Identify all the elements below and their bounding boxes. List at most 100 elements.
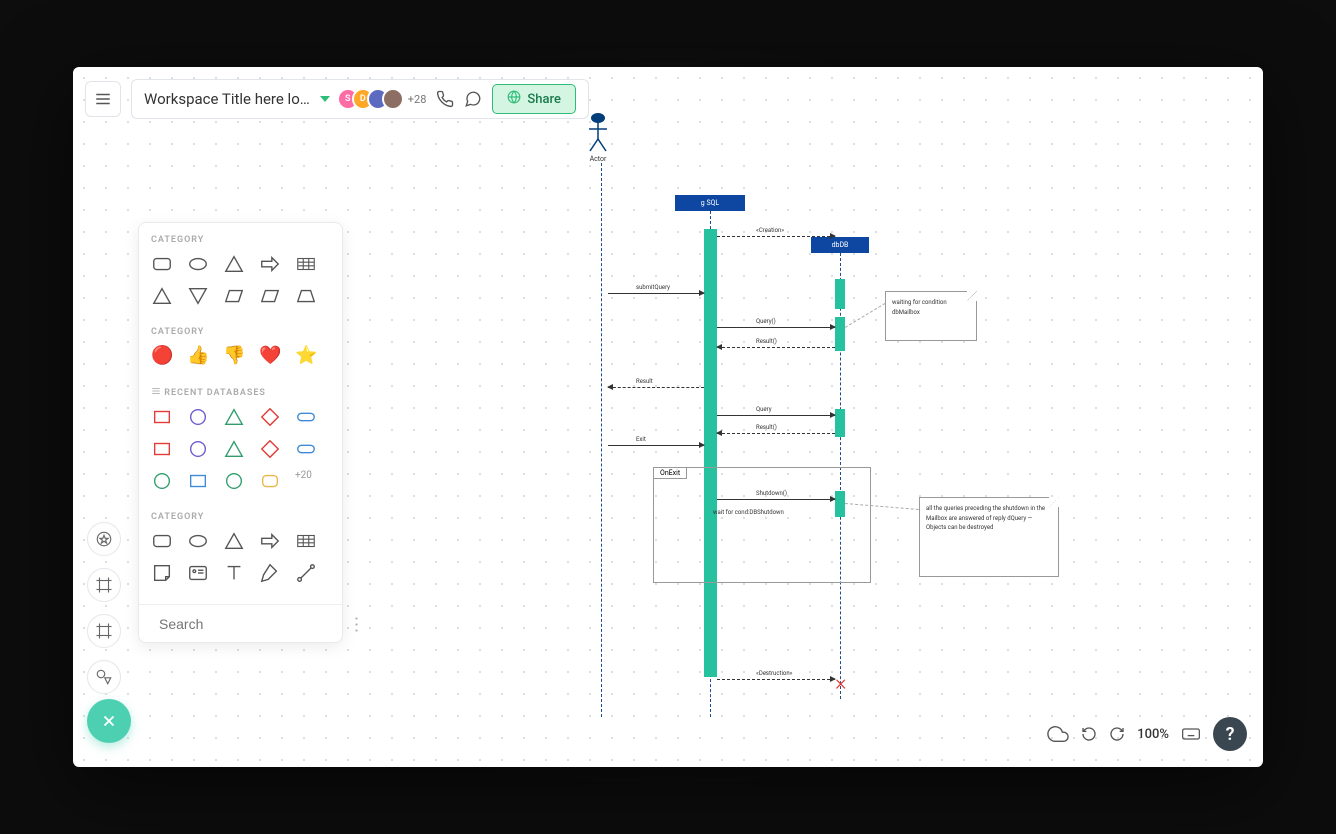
emoji-thumbs-down[interactable]: 👎	[223, 345, 245, 366]
shape-triangle-down[interactable]	[187, 285, 209, 307]
uml-message[interactable]	[717, 679, 835, 680]
more-shapes-count[interactable]: +20	[295, 470, 312, 492]
uml-object[interactable]: g SQL	[675, 195, 745, 211]
message-label[interactable]: «Creation»	[756, 227, 784, 234]
db-shape-green-triangle[interactable]	[223, 406, 245, 428]
chevron-down-icon	[320, 96, 330, 102]
shape-connector[interactable]	[295, 562, 317, 584]
db-shape-blue-pill[interactable]	[295, 406, 317, 428]
message-label[interactable]: Query()	[756, 318, 776, 325]
db-shape-purple-circle[interactable]	[187, 438, 209, 460]
message-label[interactable]: Shutdown()	[756, 490, 787, 497]
shape-triangle[interactable]	[223, 253, 245, 275]
help-button[interactable]: ?	[1213, 717, 1247, 751]
uml-message[interactable]	[608, 387, 704, 388]
db-shape-red-rect[interactable]	[151, 438, 173, 460]
uml-message[interactable]	[608, 293, 704, 294]
chat-button[interactable]	[464, 90, 482, 108]
tool-shapes[interactable]	[87, 660, 121, 694]
message-label[interactable]: Exit	[636, 436, 646, 443]
call-button[interactable]	[436, 90, 454, 108]
message-label[interactable]: Result	[636, 378, 653, 385]
search-input[interactable]	[159, 616, 340, 632]
destroy-marker[interactable]: ×	[835, 671, 847, 696]
emoji-thumbs-up[interactable]: 👍	[187, 345, 209, 366]
message-label[interactable]: Query	[756, 406, 772, 413]
menu-button[interactable]	[85, 81, 121, 117]
cloud-sync-button[interactable]	[1047, 723, 1069, 745]
db-shape-red-rect[interactable]	[151, 406, 173, 428]
shape-parallelogram[interactable]	[223, 285, 245, 307]
shape-table[interactable]	[295, 253, 317, 275]
shape-rounded-rect[interactable]	[151, 253, 173, 275]
uml-message[interactable]	[608, 445, 704, 446]
emoji-heart[interactable]: ❤️	[259, 345, 281, 366]
message-label[interactable]: Result()	[756, 338, 777, 345]
message-label[interactable]: «Destruction»	[756, 670, 792, 677]
activation-bar[interactable]	[835, 279, 845, 309]
db-shape-purple-circle[interactable]	[187, 406, 209, 428]
uml-message[interactable]	[717, 415, 835, 416]
fragment-condition[interactable]: wait for cond:DBShutdown	[713, 509, 784, 516]
shape-ellipse[interactable]	[187, 530, 209, 552]
shape-table[interactable]	[295, 530, 317, 552]
activation-bar[interactable]	[704, 229, 717, 677]
db-shape-yellow-roundrect[interactable]	[259, 470, 281, 492]
uml-message[interactable]	[717, 499, 835, 500]
shape-pen[interactable]	[259, 562, 281, 584]
shape-arrow[interactable]	[259, 253, 281, 275]
uml-note[interactable]: waiting for condition dbMailbox	[885, 291, 977, 341]
shapes-icon	[95, 668, 113, 686]
shape-triangle[interactable]	[151, 285, 173, 307]
db-shape-green-circle[interactable]	[223, 470, 245, 492]
shape-ellipse[interactable]	[187, 253, 209, 275]
activation-bar[interactable]	[835, 409, 845, 437]
shape-arrow[interactable]	[259, 530, 281, 552]
uml-message[interactable]	[717, 327, 835, 328]
uml-note[interactable]: all the queries preceding the shutdown i…	[919, 497, 1059, 577]
uml-actor[interactable]: Actor	[587, 113, 609, 163]
db-shape-green-triangle[interactable]	[223, 438, 245, 460]
shape-row: 🔴 👍 👎 ❤️ ⭐	[151, 345, 330, 366]
workspace-switcher[interactable]: Workspace Title here lo… S D +28 Share	[131, 79, 589, 119]
shape-rounded-rect[interactable]	[151, 530, 173, 552]
tool-favorites[interactable]	[87, 522, 121, 556]
db-shape-green-circle[interactable]	[151, 470, 173, 492]
undo-button[interactable]	[1081, 726, 1097, 742]
shape-text[interactable]	[223, 562, 245, 584]
activation-bar[interactable]	[835, 317, 845, 351]
shape-trapezoid[interactable]	[295, 285, 317, 307]
uml-message[interactable]	[717, 347, 835, 348]
db-shape-blue-pill[interactable]	[295, 438, 317, 460]
shape-sticky-note[interactable]	[151, 562, 173, 584]
db-shape-blue-rect[interactable]	[187, 470, 209, 492]
frame-icon	[95, 622, 113, 640]
shape-search-bar: ⋯	[139, 604, 342, 642]
shape-triangle[interactable]	[223, 530, 245, 552]
message-label[interactable]: Result()	[756, 424, 777, 431]
phone-icon	[436, 90, 454, 108]
more-menu-button[interactable]: ⋯	[346, 616, 367, 632]
shape-card[interactable]	[187, 562, 209, 584]
collaborator-avatars[interactable]: S D +28	[344, 88, 427, 110]
uml-fragment[interactable]: OnExit	[653, 467, 871, 583]
uml-message[interactable]	[717, 433, 835, 434]
redo-button[interactable]	[1109, 726, 1125, 742]
uml-object[interactable]: dbDB	[811, 237, 869, 253]
emoji-red-circle[interactable]: 🔴	[151, 345, 173, 366]
tool-frame[interactable]	[87, 568, 121, 602]
db-shape-red-diamond[interactable]	[259, 406, 281, 428]
close-panel-button[interactable]	[87, 699, 131, 743]
undo-icon	[1081, 726, 1097, 742]
db-shape-red-diamond[interactable]	[259, 438, 281, 460]
tool-frame-2[interactable]	[87, 614, 121, 648]
zoom-level[interactable]: 100%	[1137, 727, 1169, 742]
keyboard-shortcuts-button[interactable]	[1181, 724, 1201, 744]
emoji-star[interactable]: ⭐	[295, 345, 317, 366]
lifeline[interactable]	[601, 163, 602, 717]
message-label[interactable]: submitQuery	[636, 284, 670, 291]
shape-parallelogram[interactable]	[259, 285, 281, 307]
section-heading: CATEGORY	[151, 235, 330, 245]
share-button[interactable]: Share	[492, 84, 576, 114]
uml-message[interactable]	[717, 236, 835, 237]
